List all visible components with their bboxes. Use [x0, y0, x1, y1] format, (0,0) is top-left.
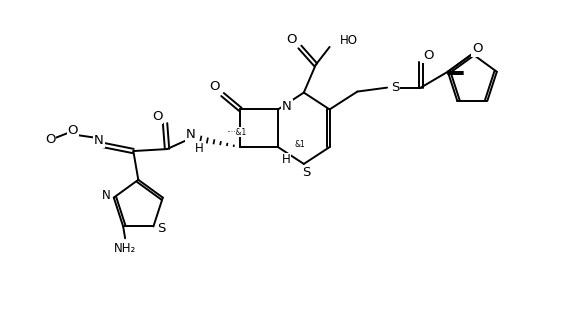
Text: H: H [194, 142, 203, 154]
Text: O: O [209, 80, 220, 93]
Text: N: N [186, 128, 196, 141]
Text: O: O [152, 110, 162, 123]
Text: O: O [472, 42, 483, 56]
Text: HO: HO [340, 34, 358, 46]
Text: O: O [424, 49, 434, 62]
Text: H: H [282, 154, 290, 166]
Text: N: N [282, 100, 292, 113]
Text: S: S [303, 166, 311, 179]
Text: &1: &1 [294, 140, 305, 149]
Text: S: S [391, 81, 399, 94]
Text: O: O [67, 124, 78, 137]
Text: NH₂: NH₂ [114, 242, 136, 255]
Text: S: S [157, 222, 166, 235]
Text: O: O [45, 133, 56, 146]
Text: O: O [287, 33, 297, 46]
Text: ····&1: ····&1 [226, 128, 247, 137]
Text: N: N [101, 189, 110, 202]
Text: N: N [94, 134, 104, 147]
